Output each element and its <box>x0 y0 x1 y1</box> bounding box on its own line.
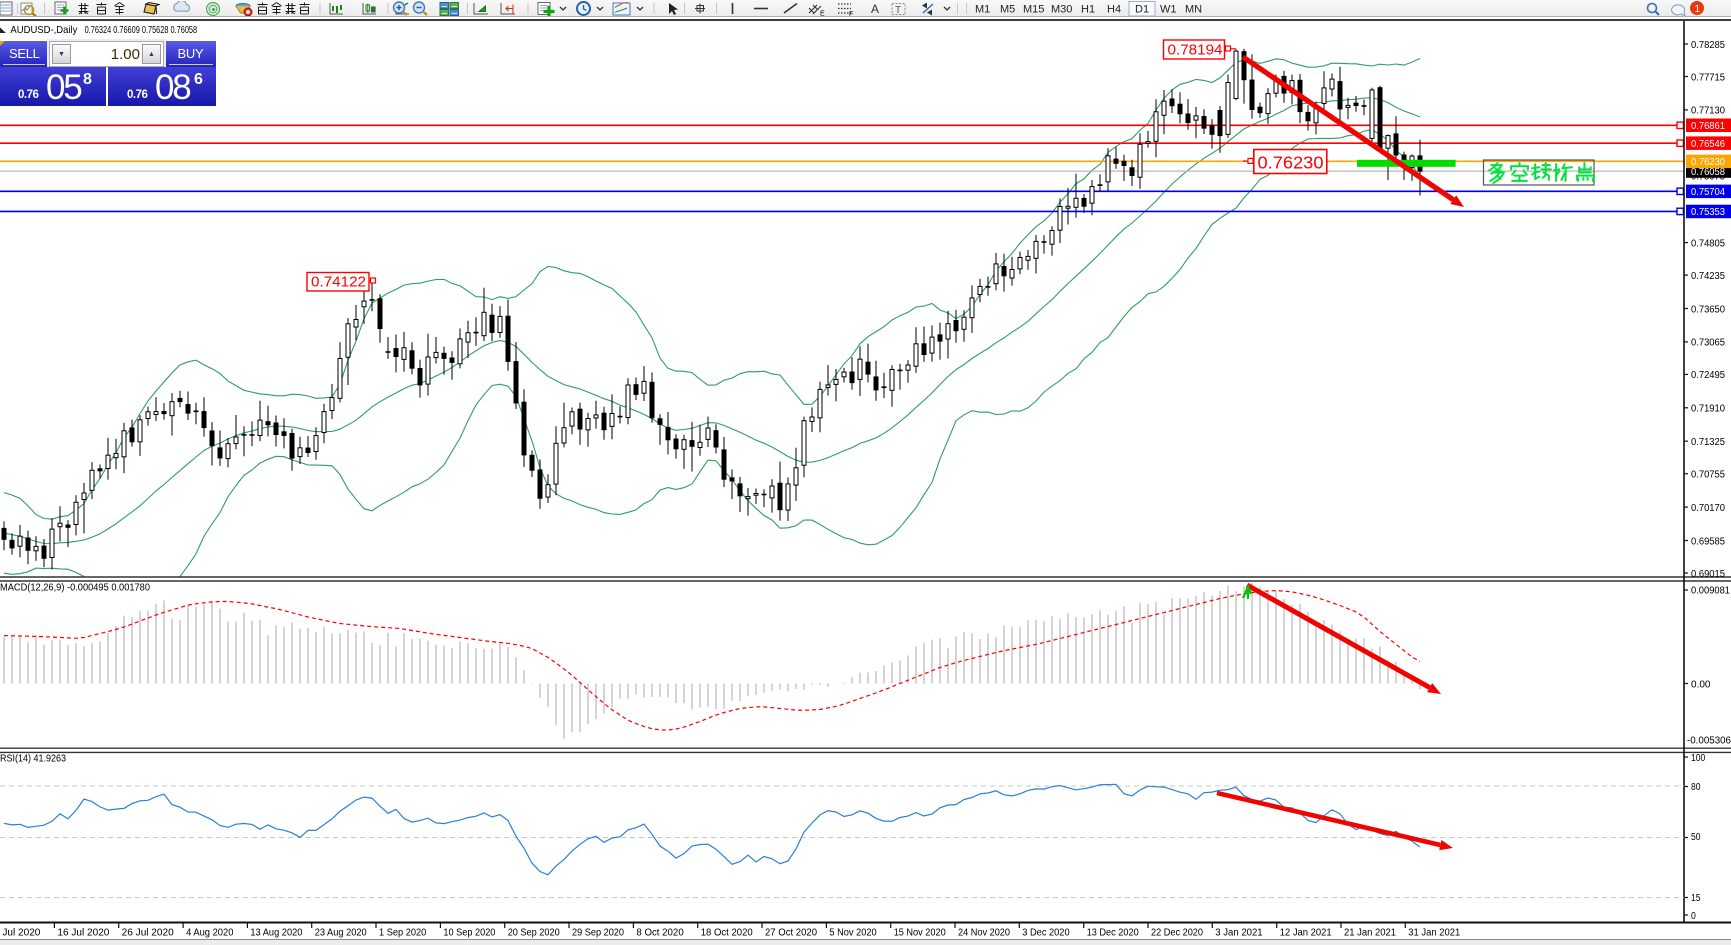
svg-text:0.77715: 0.77715 <box>1691 72 1725 83</box>
svg-text:3 Jan 2021: 3 Jan 2021 <box>1215 928 1263 939</box>
svg-text:29 Sep 2020: 29 Sep 2020 <box>572 928 624 939</box>
svg-text:M1: M1 <box>975 4 990 16</box>
svg-text:1 Sep 2020: 1 Sep 2020 <box>379 928 427 939</box>
svg-text:0.73650: 0.73650 <box>1691 304 1725 315</box>
svg-text:0.76230: 0.76230 <box>1258 152 1324 172</box>
svg-text:0.76230: 0.76230 <box>1691 157 1725 168</box>
svg-text:0.74805: 0.74805 <box>1691 238 1725 249</box>
svg-text:0.009081: 0.009081 <box>1691 586 1730 597</box>
svg-text:50: 50 <box>1691 832 1701 843</box>
svg-text:0.69585: 0.69585 <box>1691 536 1725 547</box>
svg-text:31 Jan 2021: 31 Jan 2021 <box>1408 928 1460 939</box>
svg-text:0: 0 <box>1691 911 1696 922</box>
svg-text:E: E <box>820 11 825 17</box>
svg-text:MACD(12,26,9) -0.000495 0.0017: MACD(12,26,9) -0.000495 0.001780 <box>0 583 150 594</box>
svg-text:T: T <box>895 5 901 16</box>
svg-text:8 Oct 2020: 8 Oct 2020 <box>636 928 684 939</box>
svg-text:13 Dec 2020: 13 Dec 2020 <box>1087 928 1139 939</box>
svg-text:0.73065: 0.73065 <box>1691 338 1725 349</box>
svg-text:18 Oct 2020: 18 Oct 2020 <box>701 928 753 939</box>
svg-text:0.76058: 0.76058 <box>1691 167 1725 178</box>
svg-text:0.76861: 0.76861 <box>1691 121 1725 132</box>
svg-text:0.75353: 0.75353 <box>1691 207 1725 218</box>
svg-text:0.72495: 0.72495 <box>1691 370 1725 381</box>
svg-text:15 Nov 2020: 15 Nov 2020 <box>894 928 946 939</box>
svg-text:24 Nov 2020: 24 Nov 2020 <box>958 928 1010 939</box>
svg-text:4 Aug 2020: 4 Aug 2020 <box>186 928 234 939</box>
svg-text:-0.005306: -0.005306 <box>1687 736 1731 747</box>
svg-text:A: A <box>871 2 879 16</box>
svg-text:RSI(14) 41.9263: RSI(14) 41.9263 <box>0 754 66 765</box>
svg-text:12 Jan 2021: 12 Jan 2021 <box>1280 928 1332 939</box>
svg-text:H4: H4 <box>1107 4 1121 16</box>
svg-text:0.76324 0.76609 0.75628 0.7605: 0.76324 0.76609 0.75628 0.76058 <box>85 24 198 36</box>
svg-text:H1: H1 <box>1081 4 1095 16</box>
svg-text:M30: M30 <box>1051 4 1072 16</box>
svg-text:0.78194: 0.78194 <box>1168 42 1223 58</box>
svg-text:0.71325: 0.71325 <box>1691 437 1725 448</box>
svg-text:23 Aug 2020: 23 Aug 2020 <box>315 928 367 939</box>
svg-text:W1: W1 <box>1160 4 1177 16</box>
svg-text:21 Jan 2021: 21 Jan 2021 <box>1344 928 1396 939</box>
svg-text:26 Jul 2020: 26 Jul 2020 <box>122 928 174 939</box>
svg-text:0.71910: 0.71910 <box>1691 404 1725 415</box>
svg-text:16 Jul 2020: 16 Jul 2020 <box>57 928 109 939</box>
svg-text:13 Aug 2020: 13 Aug 2020 <box>250 928 302 939</box>
svg-text:F: F <box>849 11 853 16</box>
svg-text:0.69015: 0.69015 <box>1691 569 1725 580</box>
svg-text:0.74235: 0.74235 <box>1691 271 1725 282</box>
svg-text:100: 100 <box>1691 753 1706 764</box>
svg-text:0.70755: 0.70755 <box>1691 469 1725 480</box>
svg-text:AUDUSD-,Daily: AUDUSD-,Daily <box>10 24 78 36</box>
svg-text:80: 80 <box>1691 782 1701 793</box>
svg-text:0.74122: 0.74122 <box>311 275 366 291</box>
svg-text:3 Dec 2020: 3 Dec 2020 <box>1022 928 1070 939</box>
svg-text:5 Nov 2020: 5 Nov 2020 <box>829 928 877 939</box>
svg-text:22 Dec 2020: 22 Dec 2020 <box>1151 928 1203 939</box>
svg-text:MN: MN <box>1185 4 1202 16</box>
svg-text:1: 1 <box>1695 4 1701 15</box>
svg-text:M15: M15 <box>1023 4 1044 16</box>
svg-text:0.76546: 0.76546 <box>1691 139 1725 150</box>
svg-text:0.70170: 0.70170 <box>1691 503 1725 514</box>
svg-text:M5: M5 <box>1000 4 1015 16</box>
svg-text:0.77130: 0.77130 <box>1691 106 1725 117</box>
svg-text:D1: D1 <box>1135 4 1149 16</box>
svg-text:20 Sep 2020: 20 Sep 2020 <box>508 928 560 939</box>
svg-text:10 Sep 2020: 10 Sep 2020 <box>443 928 495 939</box>
svg-text:27 Oct 2020: 27 Oct 2020 <box>765 928 817 939</box>
svg-text:0.75704: 0.75704 <box>1691 187 1725 198</box>
svg-text:0.78285: 0.78285 <box>1691 40 1725 51</box>
svg-text:6 Jul 2020: 6 Jul 2020 <box>0 928 41 939</box>
svg-text:15: 15 <box>1691 893 1701 904</box>
svg-text:0.00: 0.00 <box>1691 679 1711 690</box>
